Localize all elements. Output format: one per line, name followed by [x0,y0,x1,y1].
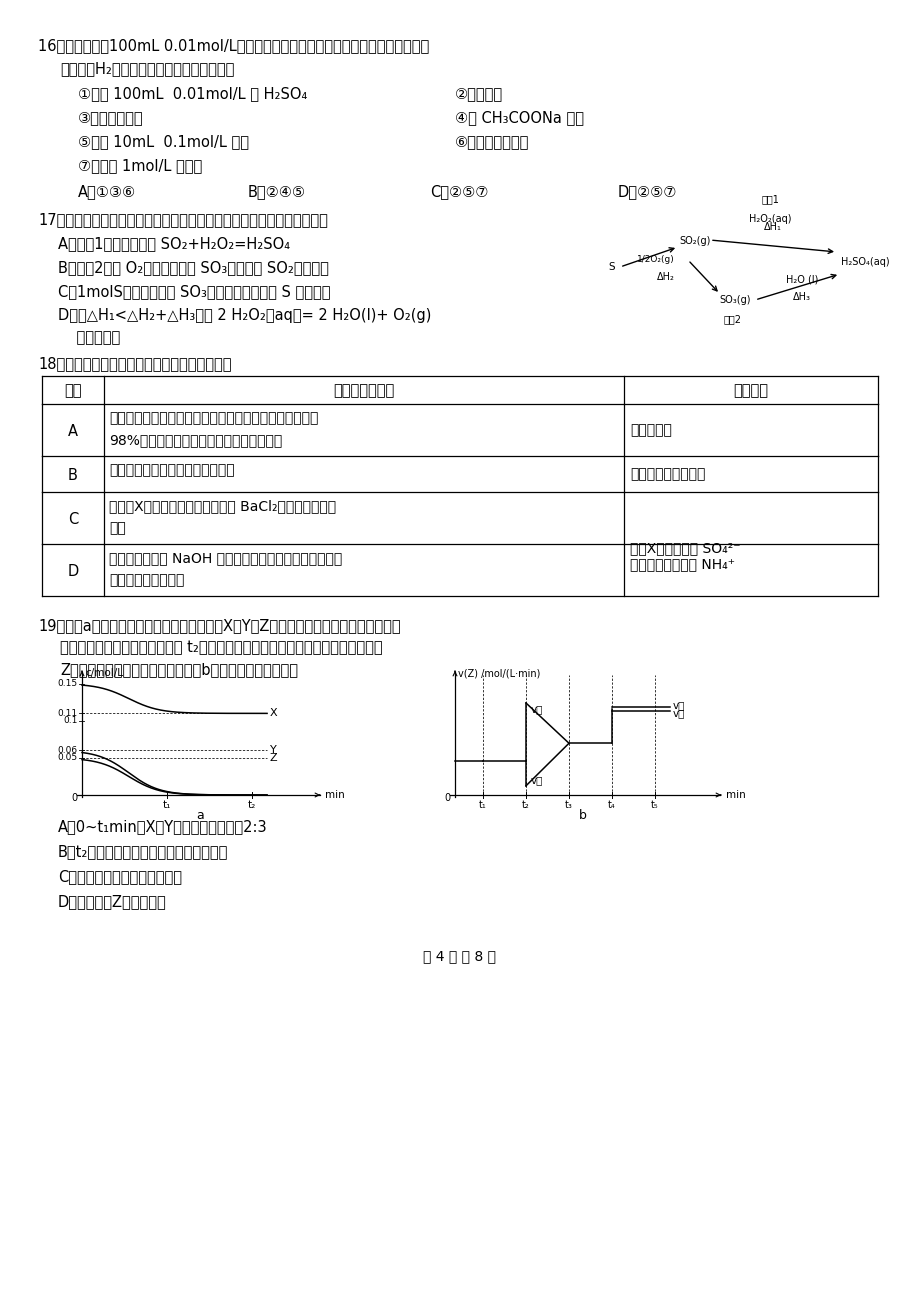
Text: 1/2O₂(g): 1/2O₂(g) [637,255,675,264]
Text: D．若△H₁<△H₂+△H₃，则 2 H₂O₂（aq）= 2 H₂O(l)+ O₂(g): D．若△H₁<△H₂+△H₃，则 2 H₂O₂（aq）= 2 H₂O(l)+ O… [58,308,431,322]
Text: 16．少量铁粉与100mL 0.01mol/L的硫酸反应，反应速率太慢。为了加快此反应速率: 16．少量铁粉与100mL 0.01mol/L的硫酸反应，反应速率太慢。为了加快… [38,38,429,53]
Text: C．1molS完全反应生成 SO₃所放出的热量即为 S 的燃烧热: C．1molS完全反应生成 SO₃所放出的热量即为 S 的燃烧热 [58,283,330,299]
Text: 选项: 选项 [64,384,82,398]
Text: Y: Y [269,745,277,755]
Text: 0.11: 0.11 [58,708,78,718]
Text: D．②⑤⑦: D．②⑤⑦ [618,185,676,199]
Text: SO₂(g): SO₂(g) [678,237,709,246]
Text: t₃: t₃ [564,800,573,810]
Text: B．t₂时刻改变的条件可能是压强或催化剂: B．t₂时刻改变的条件可能是压强或催化剂 [58,844,228,859]
Text: 0.1: 0.1 [63,716,78,725]
Text: 18．下列有关实验操作和现象及结论均正确的是: 18．下列有关实验操作和现象及结论均正确的是 [38,356,232,370]
Text: B．途径2增大 O₂的浓度可提高 SO₃的产率和 SO₂的转化率: B．途径2增大 O₂的浓度可提高 SO₃的产率和 SO₂的转化率 [58,260,328,276]
Text: 将盐酸滴入碳酸钠溶液中产生气泡: 将盐酸滴入碳酸钠溶液中产生气泡 [108,463,234,477]
Text: v正: v正 [673,699,685,710]
Text: v(Z) /mol/(L·min): v(Z) /mol/(L·min) [458,668,539,679]
Text: S: S [608,263,615,272]
Text: C．该反应的正反应为放热反应: C．该反应的正反应为放热反应 [58,868,182,884]
Text: 98%的浓硫酸中，观察到前者反应速率更快: 98%的浓硫酸中，观察到前者反应速率更快 [108,433,282,447]
Text: t₁: t₁ [479,800,486,810]
Text: A．0~t₁min内X与Y的平均速率之比为2:3: A．0~t₁min内X与Y的平均速率之比为2:3 [58,819,267,835]
Text: 沉淀: 沉淀 [108,521,126,536]
Text: ΔH₃: ΔH₃ [792,292,811,302]
Text: SO₃(g): SO₃(g) [719,295,750,306]
Text: ②升高温度: ②升高温度 [455,86,503,101]
Text: ③加入少量锌粉: ③加入少量锌粉 [78,111,143,125]
Text: 实验操作及现象: 实验操作及现象 [333,384,394,398]
Text: Z的正、逆反应速率随时间变化如图b。下列说法不正确的是: Z的正、逆反应速率随时间变化如图b。下列说法不正确的是 [60,662,298,677]
Text: ΔH₁: ΔH₁ [764,222,781,231]
Text: 0.05: 0.05 [58,754,78,762]
Text: 该溶液中一定含有 NH₄⁺: 该溶液中一定含有 NH₄⁺ [630,556,734,571]
Text: v正: v正 [530,775,543,785]
Text: 向溶液X中先滴加稀硝酸，再滴加 BaCl₂溶液，出现白色: 向溶液X中先滴加稀硝酸，再滴加 BaCl₂溶液，出现白色 [108,499,335,514]
Text: C: C [68,512,78,527]
Text: ①再加 100mL  0.01mol/L 的 H₂SO₄: ①再加 100mL 0.01mol/L 的 H₂SO₄ [78,86,307,101]
Text: 19．如图a为在恒温恒容密闭容器中分别充入X、Y、Z三种气体，一定条件下发生反应，: 19．如图a为在恒温恒容密闭容器中分别充入X、Y、Z三种气体，一定条件下发生反应… [38,618,400,633]
Text: ⑤改用 10mL  0.1mol/L 硫酸: ⑤改用 10mL 0.1mol/L 硫酸 [78,134,249,150]
Text: H₂O₂(aq): H₂O₂(aq) [748,214,790,224]
Text: v逆: v逆 [673,707,685,718]
Text: c/mol/L: c/mol/L [85,668,123,679]
Text: 氯的非金属性大于碳: 氯的非金属性大于碳 [630,467,705,481]
Text: a: a [196,809,204,822]
Text: A: A [68,424,78,439]
Text: ⑥加入硫酸钠固体: ⑥加入硫酸钠固体 [455,134,528,150]
Text: 锌比铝活泼: 锌比铝活泼 [630,422,671,437]
Text: 第 4 页 共 8 页: 第 4 页 共 8 页 [423,949,496,963]
Text: 途径2: 途径2 [723,315,742,324]
Text: 途径1: 途径1 [760,194,778,204]
Text: t₂: t₂ [522,800,529,810]
Text: 各物质浓度随时间的变化。若从 t₂开始，每个时刻只改变一个且不同的条件，物质: 各物质浓度随时间的变化。若从 t₂开始，每个时刻只改变一个且不同的条件，物质 [60,640,382,655]
Text: v逆: v逆 [530,705,543,714]
Text: C．②⑤⑦: C．②⑤⑦ [429,185,488,199]
Text: ⑦加几滴 1mol/L 的盐酸: ⑦加几滴 1mol/L 的盐酸 [78,159,202,173]
Text: min: min [725,790,745,800]
Text: b: b [578,809,585,822]
Text: D．该反应中Z一定为产物: D．该反应中Z一定为产物 [58,894,166,909]
Text: 0.15: 0.15 [58,679,78,688]
Text: D: D [67,564,78,579]
Text: Z: Z [269,753,278,763]
Text: 的红色石蕊试纸变蓝: 的红色石蕊试纸变蓝 [108,573,184,588]
Text: 而不改变H₂的产量，可以使用如下方法中的: 而不改变H₂的产量，可以使用如下方法中的 [60,61,234,75]
Text: 为放热反应: 为放热反应 [58,330,120,344]
Text: 常温下，将同样大小、形状的锌与铝分别加入到相同体积: 常温下，将同样大小、形状的锌与铝分别加入到相同体积 [108,411,318,425]
Text: t₅: t₅ [651,800,658,810]
Text: 0: 0 [72,793,78,803]
Text: t₁: t₁ [163,800,171,810]
Text: t₄: t₄ [607,800,615,810]
Text: B: B [68,468,78,484]
Text: H₂O (l): H₂O (l) [785,274,817,283]
Text: 0.06: 0.06 [58,746,78,755]
Text: B．②④⑤: B．②④⑤ [248,185,306,199]
Text: A．途径1发生的反应是 SO₂+H₂O₂=H₂SO₄: A．途径1发生的反应是 SO₂+H₂O₂=H₂SO₄ [58,237,289,251]
Text: X: X [269,708,278,719]
Text: 0: 0 [445,793,450,803]
Text: 17．右图为两种途径制备硫酸的过程，反应条件略。下列说法不正确的是: 17．右图为两种途径制备硫酸的过程，反应条件略。下列说法不正确的是 [38,212,327,227]
Text: A．①③⑥: A．①③⑥ [78,185,136,199]
Text: min: min [324,790,345,800]
Text: 溶液X中一定含有 SO₄²⁻: 溶液X中一定含有 SO₄²⁻ [630,541,740,555]
Text: 实验结论: 实验结论 [732,384,767,398]
Text: ΔH₂: ΔH₂ [656,272,675,282]
Text: t₂: t₂ [247,800,255,810]
Text: H₂SO₄(aq): H₂SO₄(aq) [840,257,889,266]
Text: ④加 CH₃COONa 固体: ④加 CH₃COONa 固体 [455,111,584,125]
Text: 向某溶液中加入 NaOH 溶液并加热，产生的气体能使湿润: 向某溶液中加入 NaOH 溶液并加热，产生的气体能使湿润 [108,551,342,566]
